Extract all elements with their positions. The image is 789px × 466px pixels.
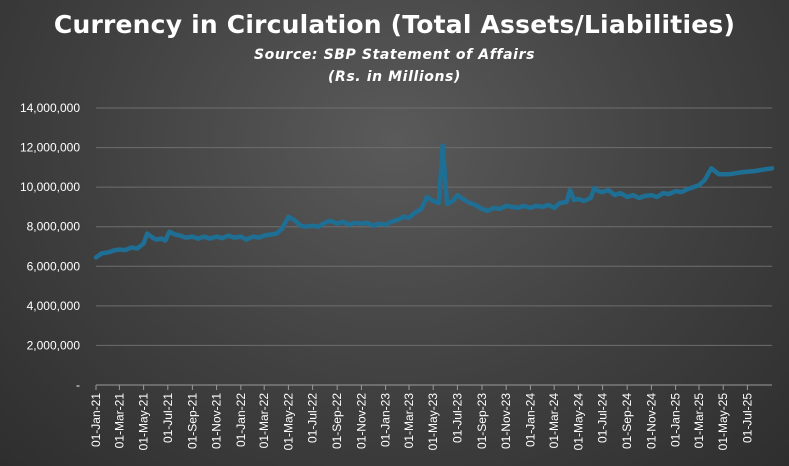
x-tick-label: 01-Sep-23	[475, 393, 489, 449]
y-tick-label: -	[76, 378, 80, 392]
chart-subtitle-units: (Rs. in Millions)	[328, 69, 461, 85]
x-tick-label: 01-Nov-23	[499, 393, 513, 449]
x-tick-label: 01-Jan-25	[669, 393, 683, 447]
x-tick-label: 01-May-22	[281, 393, 295, 451]
series-line	[93, 143, 775, 260]
x-tick-label: 01-Jul-25	[740, 393, 754, 443]
x-tick-label: 01-Sep-24	[620, 393, 634, 449]
y-tick-label: 6,000,000	[27, 259, 81, 273]
x-tick-label: 01-Jan-22	[234, 393, 248, 447]
series-layer	[93, 143, 775, 260]
chart-title: Currency in Circulation (Total Assets/Li…	[53, 10, 736, 39]
x-tick-label: 01-Jan-23	[379, 393, 393, 447]
x-tick-label: 01-Mar-22	[257, 393, 271, 449]
x-tick-label: 01-Jul-23	[450, 393, 464, 443]
x-tick-label: 01-May-21	[137, 393, 151, 451]
y-tick-label: 12,000,000	[20, 141, 80, 155]
x-tick-label: 01-Nov-22	[354, 393, 368, 449]
x-tick-label: 01-Jan-21	[89, 393, 103, 447]
x-tick-label: 01-May-25	[716, 393, 730, 451]
x-tick-label: 01-Mar-23	[402, 393, 416, 449]
x-tick-label: 01-Jul-22	[306, 393, 320, 443]
x-tick-label: 01-Mar-21	[112, 393, 126, 449]
x-tick-label: 01-Nov-21	[210, 393, 224, 449]
x-tick-label: 01-Jan-24	[523, 393, 537, 447]
chart-subtitle-source: Source: SBP Statement of Affairs	[253, 47, 536, 63]
x-tick-label: 01-Sep-22	[330, 393, 344, 449]
gridlines	[96, 107, 772, 346]
x-tick-label: 01-Mar-25	[692, 393, 706, 449]
y-axis: - 2,000,000 4,000,000 6,000,000 8,000,000 10,…	[20, 101, 80, 392]
y-tick-label: 10,000,000	[20, 180, 80, 194]
x-tick-label: 01-Nov-24	[644, 393, 658, 449]
y-tick-label: 2,000,000	[27, 338, 81, 352]
x-tick-label: 01-Sep-21	[185, 393, 199, 449]
x-tick-label: 01-May-24	[571, 393, 585, 451]
y-tick-label: 8,000,000	[27, 220, 81, 234]
x-axis: 01-Jan-21 01-Mar-21 01-May-21 01-Jul-21 01-S…	[89, 384, 772, 451]
x-tick-label: 01-Mar-24	[547, 393, 561, 449]
x-tick-label: 01-Jul-21	[161, 393, 175, 443]
x-tick-label: 01-Jul-24	[596, 393, 610, 443]
x-tick-label: 01-May-23	[426, 393, 440, 451]
y-tick-label: 14,000,000	[20, 101, 80, 115]
y-tick-label: 4,000,000	[27, 299, 81, 313]
